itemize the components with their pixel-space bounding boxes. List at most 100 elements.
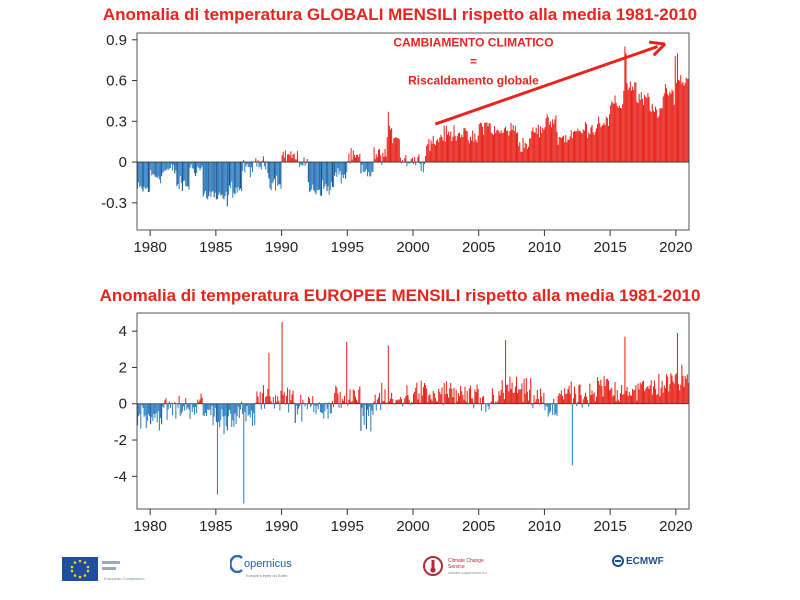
europe-bar	[477, 389, 479, 404]
europe-bar	[310, 403, 312, 408]
europe-bar	[294, 403, 296, 424]
global-bar	[300, 162, 302, 165]
europe-bar	[505, 340, 507, 404]
global-bar	[377, 149, 379, 163]
europe-bar	[433, 392, 435, 404]
global-bar	[514, 125, 516, 163]
global-bar	[335, 162, 337, 173]
global-ytick-label: 0	[119, 154, 127, 171]
global-bar	[501, 133, 503, 163]
europe-bar	[220, 403, 222, 421]
global-bar	[147, 162, 149, 193]
global-bar	[363, 162, 365, 173]
europe-bar	[611, 387, 613, 404]
global-bar	[657, 117, 659, 163]
global-bar	[172, 162, 174, 171]
global-bar	[582, 129, 584, 163]
europe-bar	[658, 374, 660, 404]
global-bar	[547, 117, 549, 163]
global-bar	[271, 162, 273, 184]
global-bar	[518, 146, 520, 163]
europe-bar	[330, 403, 332, 414]
global-bar	[248, 162, 250, 168]
europe-bar	[518, 389, 520, 404]
global-bar	[235, 162, 237, 188]
europe-bar	[289, 389, 291, 404]
global-bar	[666, 88, 668, 163]
global-bar	[394, 137, 396, 163]
global-bar	[337, 162, 339, 169]
europe-bar	[342, 400, 344, 404]
europe-bar	[339, 391, 341, 404]
global-bars	[137, 46, 689, 207]
global-bar	[346, 162, 348, 173]
europe-bar	[460, 386, 462, 404]
global-bar	[406, 162, 408, 167]
europe-bar	[576, 403, 578, 406]
europe-bar	[224, 403, 226, 416]
europe-bar	[312, 396, 314, 404]
global-bar	[360, 162, 362, 174]
europe-bar	[288, 403, 290, 413]
global-bar	[180, 162, 182, 184]
global-bar	[460, 137, 462, 163]
global-bar	[591, 124, 593, 163]
europe-bar	[674, 374, 676, 404]
global-bar	[425, 155, 427, 163]
europe-bar	[160, 403, 162, 418]
ecmwf-name: ECMWF	[626, 555, 664, 567]
global-bar	[494, 126, 496, 163]
europe-bar	[503, 399, 505, 404]
global-bar	[625, 53, 627, 163]
europe-bar	[558, 393, 560, 404]
global-bar	[156, 162, 158, 179]
europe-bar	[215, 403, 217, 422]
global-bar	[549, 121, 551, 163]
europe-bar	[646, 387, 648, 404]
europe-bar	[234, 403, 236, 414]
global-bar	[160, 162, 162, 184]
global-bar	[531, 130, 533, 163]
europe-bar	[420, 380, 422, 404]
global-bar	[250, 162, 252, 168]
global-bar	[644, 94, 646, 163]
global-bar	[158, 162, 160, 180]
global-bar	[325, 162, 327, 184]
global-bar	[663, 93, 665, 163]
europe-bar	[427, 401, 429, 404]
europe-bar	[549, 403, 551, 412]
global-bar	[252, 162, 254, 173]
global-bar	[524, 142, 526, 163]
global-bar	[581, 133, 583, 163]
global-bar	[627, 89, 629, 163]
global-bar	[433, 143, 435, 163]
europe-bar	[403, 402, 405, 404]
europe-bar	[327, 403, 329, 419]
europe-bar	[295, 403, 297, 406]
europe-bar	[521, 383, 523, 404]
europe-bar	[449, 388, 451, 404]
global-bar	[658, 116, 660, 163]
global-bar	[601, 125, 603, 163]
europe-bar	[605, 379, 607, 404]
europe-bar	[444, 394, 446, 404]
global-bar	[620, 108, 622, 163]
europe-bar	[439, 391, 441, 404]
global-bar	[267, 162, 269, 173]
copernicus-name: opernicus	[244, 558, 292, 570]
global-bar	[554, 119, 556, 163]
global-bar	[142, 162, 144, 192]
europe-bar	[660, 387, 662, 404]
europe-bar	[362, 403, 364, 417]
europe-bar	[169, 403, 171, 408]
global-bar	[611, 101, 613, 163]
global-bar	[434, 145, 436, 163]
europe-bar	[388, 401, 390, 404]
europe-bar	[632, 388, 634, 404]
global-bar	[282, 151, 284, 163]
global-bar	[467, 140, 469, 163]
europe-bar	[259, 391, 261, 404]
europe-bar	[560, 390, 562, 404]
global-bar	[221, 162, 223, 195]
global-bar	[312, 162, 314, 185]
